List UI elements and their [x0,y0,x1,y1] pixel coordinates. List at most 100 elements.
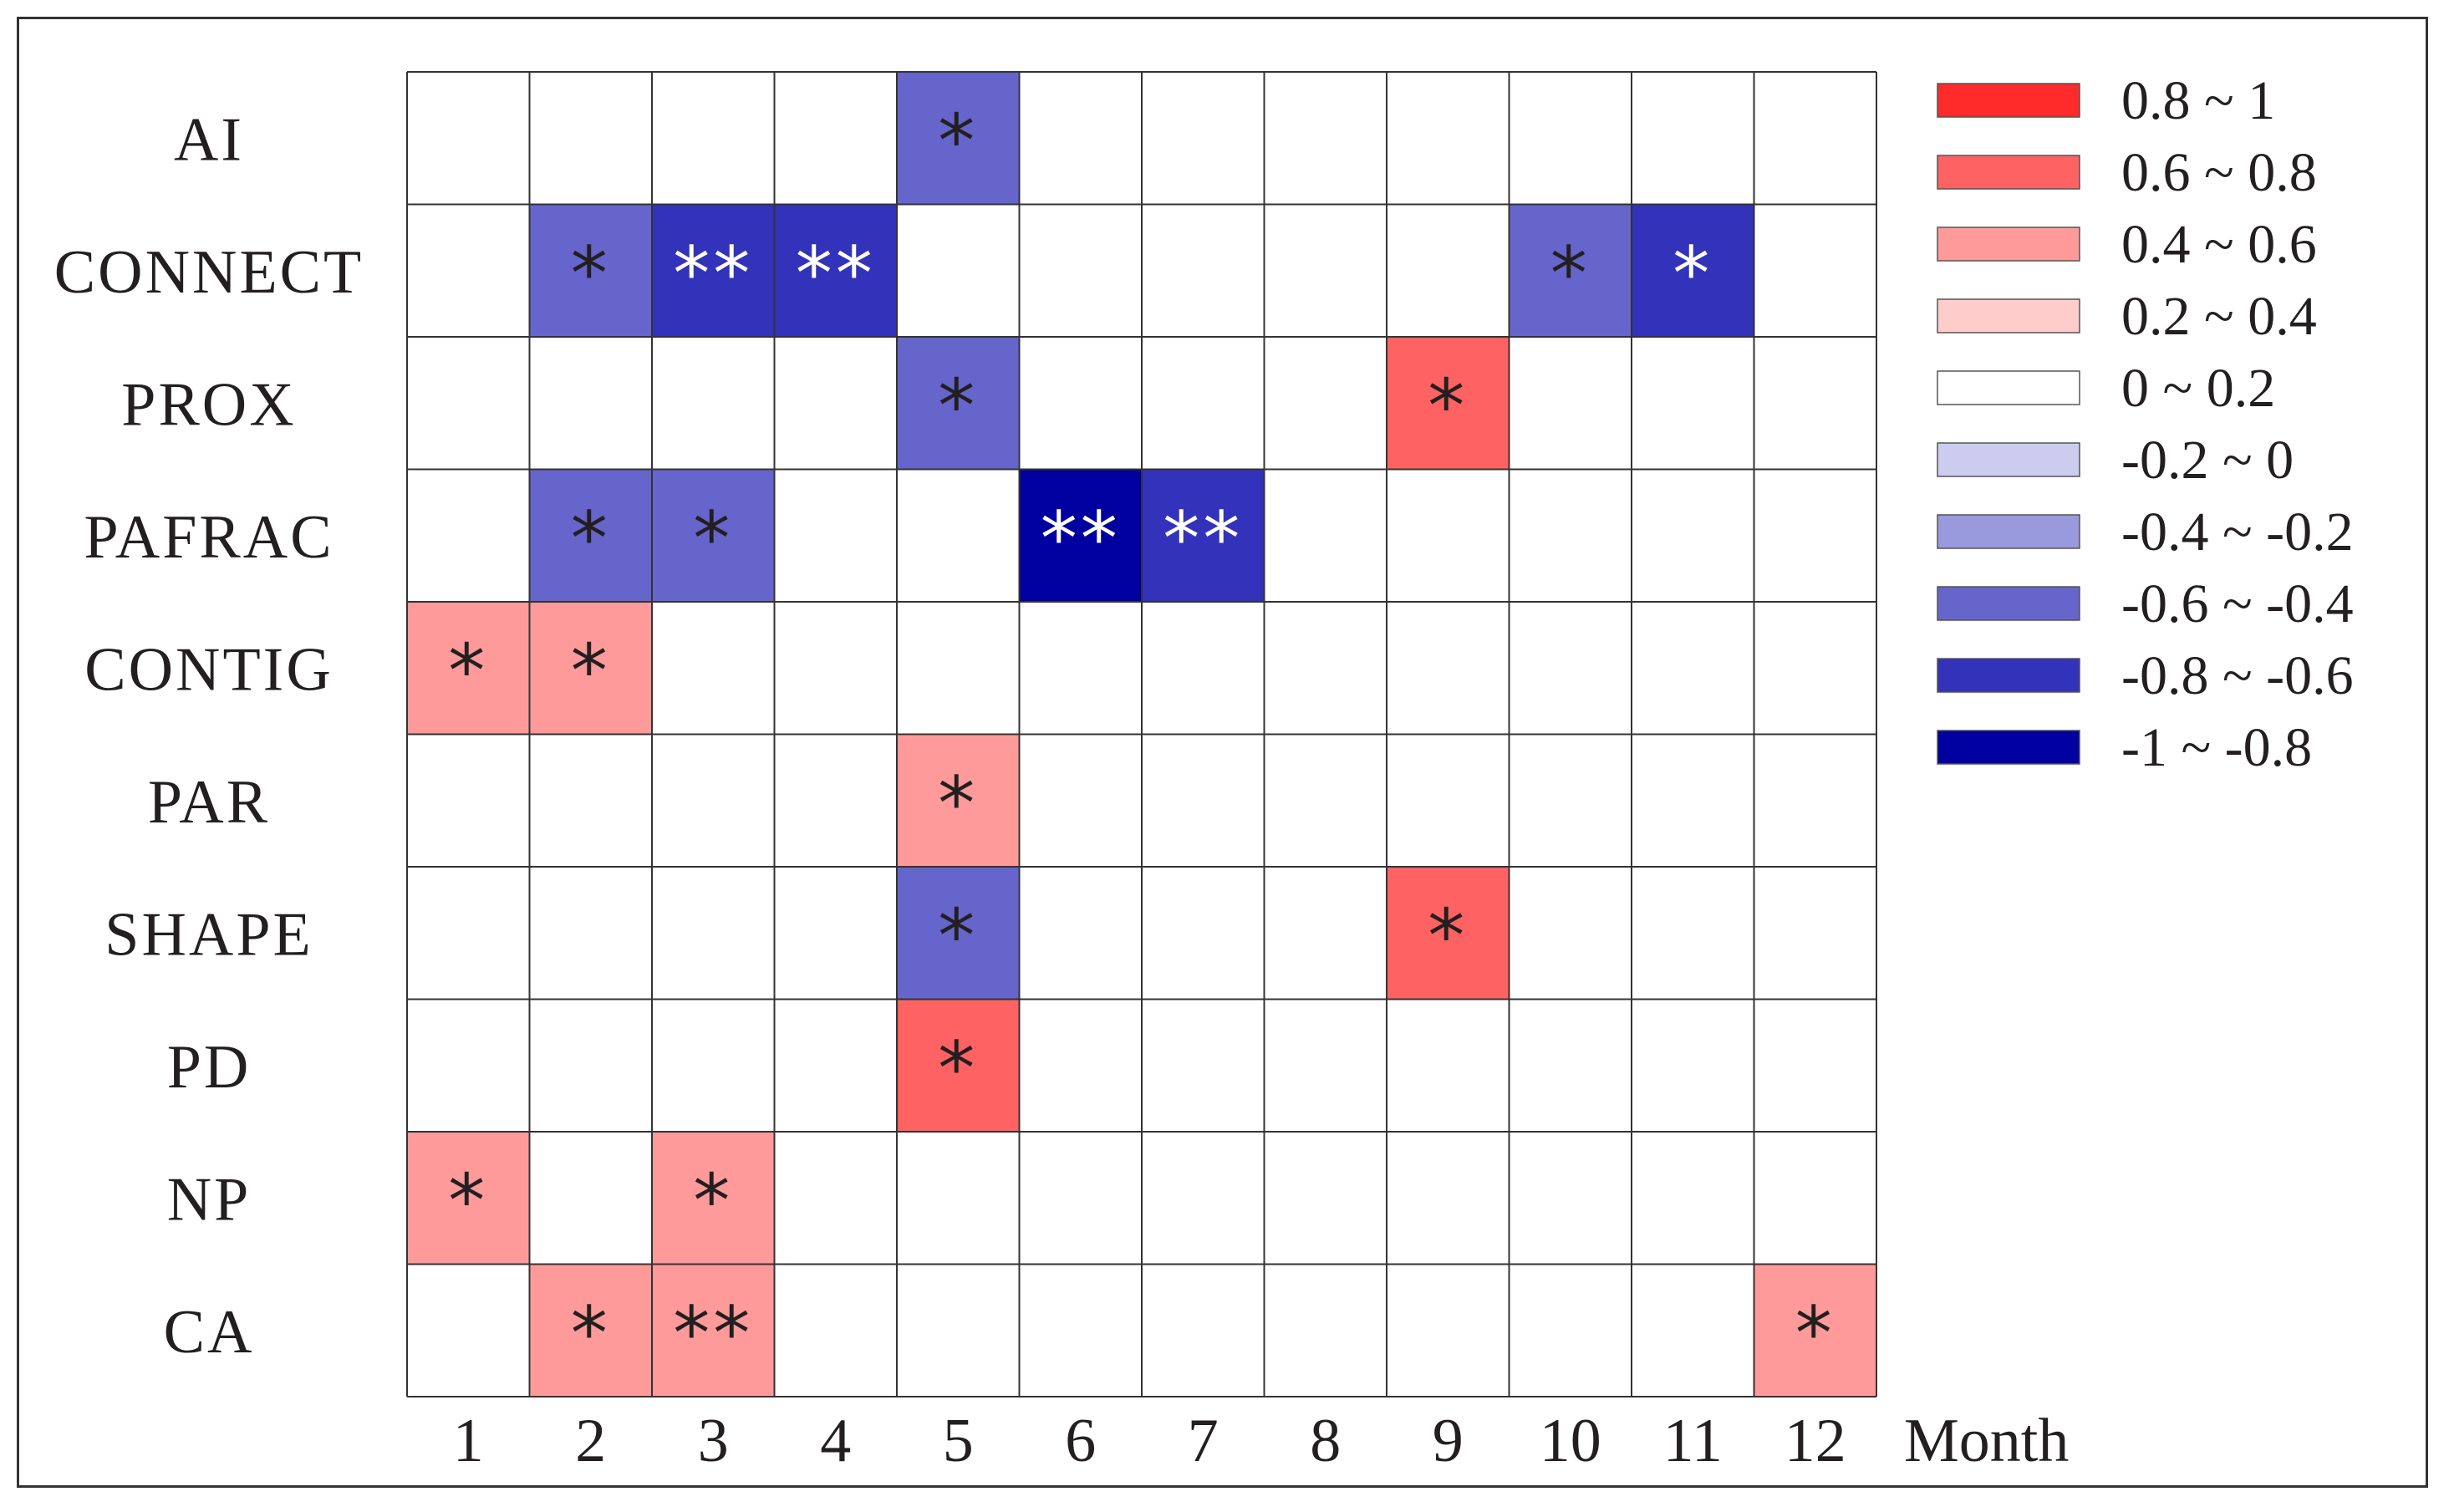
significance-marker: * [1673,231,1713,317]
heatmap-cell [1509,72,1632,205]
row-label: NP [167,1165,252,1234]
heatmap-cell [1019,72,1142,205]
row-labels: AI CONNECT PROX PAFRAC CONTIG PAR SHAPE PD NP CA [54,105,361,1367]
significance-marker: * [938,98,978,184]
heatmap-cell [652,734,775,867]
significance-marker: * [693,1158,733,1244]
heatmap-cell-ca-2 [529,1264,652,1397]
significance-marker: * [571,1291,611,1377]
heatmap-cell [1509,867,1632,1000]
heatmap-cell [1019,734,1142,867]
heatmap-cell [1019,337,1142,470]
heatmap-cell [1632,602,1754,735]
heatmap-cell [1387,469,1510,602]
significance-marker: * [448,1158,488,1244]
heatmap-cell [407,72,530,205]
heatmap-cell-pafrac-7 [1142,469,1265,602]
heatmap-cell-pafrac-2 [529,469,652,602]
row-label: PD [167,1033,252,1102]
heatmap-cell-ca-12 [1754,1264,1876,1397]
legend-swatch [1937,155,2080,190]
significance-markers: ** ** ** * ** ** * ** *** *** *** ** ** * [448,98,1832,1377]
x-tick-label: 8 [1310,1407,1341,1475]
heatmap-cell [897,469,1020,602]
significance-marker: ** [673,1291,753,1377]
heatmap-cell [1019,1264,1142,1397]
heatmap-cell-contig-2 [529,602,652,735]
heatmap-cell-np-1 [407,1132,530,1265]
significance-marker: * [938,1026,978,1112]
significance-marker: * [938,363,978,449]
significance-marker: * [1428,893,1468,979]
heatmap-cell-connect-11 [1632,204,1754,337]
heatmap-cell [1142,72,1265,205]
legend-label: -0.6 ~ -0.4 [2121,573,2354,634]
heatmap-cell [774,1264,897,1397]
heatmap-cell [1754,734,1876,867]
heatmap-cell [1387,1264,1510,1397]
legend: 0.8 ~ 1 0.6 ~ 0.8 0.4 ~ 0.6 0.2 ~ 0.4 0 ~ 0.… [1937,70,2354,778]
heatmap-cell [529,1132,652,1265]
x-tick-label: 6 [1065,1407,1096,1475]
heatmap-cell [1142,867,1265,1000]
legend-label: -1 ~ -0.8 [2121,717,2312,778]
heatmap-cell [407,469,530,602]
heatmap-cell [407,867,530,1000]
heatmap-cell [897,1132,1020,1265]
heatmap-cell [1754,1132,1876,1265]
heatmap-cell [1509,469,1632,602]
heatmap-cell [774,867,897,1000]
heatmap-cell [774,602,897,735]
heatmap-cells [407,72,1876,1397]
heatmap-cell [652,867,775,1000]
heatmap-cell [1264,1264,1387,1397]
legend-label: 0.6 ~ 0.8 [2121,142,2317,203]
heatmap-cell [1509,734,1632,867]
legend-swatch [1937,298,2080,333]
heatmap-cell-par-5 [897,734,1020,867]
significance-marker: * [1550,231,1591,317]
heatmap-cell [652,602,775,735]
significance-marker: * [938,893,978,979]
heatmap-cell [1387,1132,1510,1265]
heatmap-cell [1632,867,1754,1000]
heatmap-cell [1142,337,1265,470]
heatmap-cell-pafrac-3 [652,469,775,602]
x-tick-label: 7 [1188,1407,1219,1475]
heatmap-cell [407,337,530,470]
heatmap-cell [1019,867,1142,1000]
heatmap-cell [1632,999,1754,1132]
heatmap-cell [1264,602,1387,735]
legend-label: -0.2 ~ 0 [2121,430,2294,491]
x-tick-label: 12 [1785,1407,1846,1475]
heatmap-cell [529,72,652,205]
heatmap-cell [1264,469,1387,602]
heatmap-cell-connect-4 [774,204,897,337]
x-tick-label: 2 [575,1407,606,1475]
heatmap-cell [1142,1132,1265,1265]
heatmap-cell [1264,337,1387,470]
row-label: AI [174,105,244,174]
x-tick-label: 11 [1663,1407,1723,1475]
x-axis-label: Month [1904,1407,2069,1475]
heatmap-cell [897,602,1020,735]
x-tick-label: 1 [453,1407,484,1475]
legend-label: 0.8 ~ 1 [2121,70,2275,131]
heatmap-cell [529,734,652,867]
heatmap-cell [1264,1132,1387,1265]
x-tick-label: 3 [698,1407,729,1475]
heatmap-grid [406,71,1877,1397]
heatmap-cell [1754,602,1876,735]
significance-marker: * [571,628,611,714]
significance-marker: * [938,761,978,847]
heatmap-cell [407,204,530,337]
heatmap-cell [1019,204,1142,337]
figure-frame [17,17,2428,1488]
legend-swatch [1937,442,2080,477]
heatmap-cell [1632,1264,1754,1397]
legend-label: 0.2 ~ 0.4 [2121,286,2317,347]
heatmap-cell [1754,999,1876,1132]
heatmap-cell-pd-5 [897,999,1020,1132]
heatmap-cell-pafrac-6 [1019,469,1142,602]
